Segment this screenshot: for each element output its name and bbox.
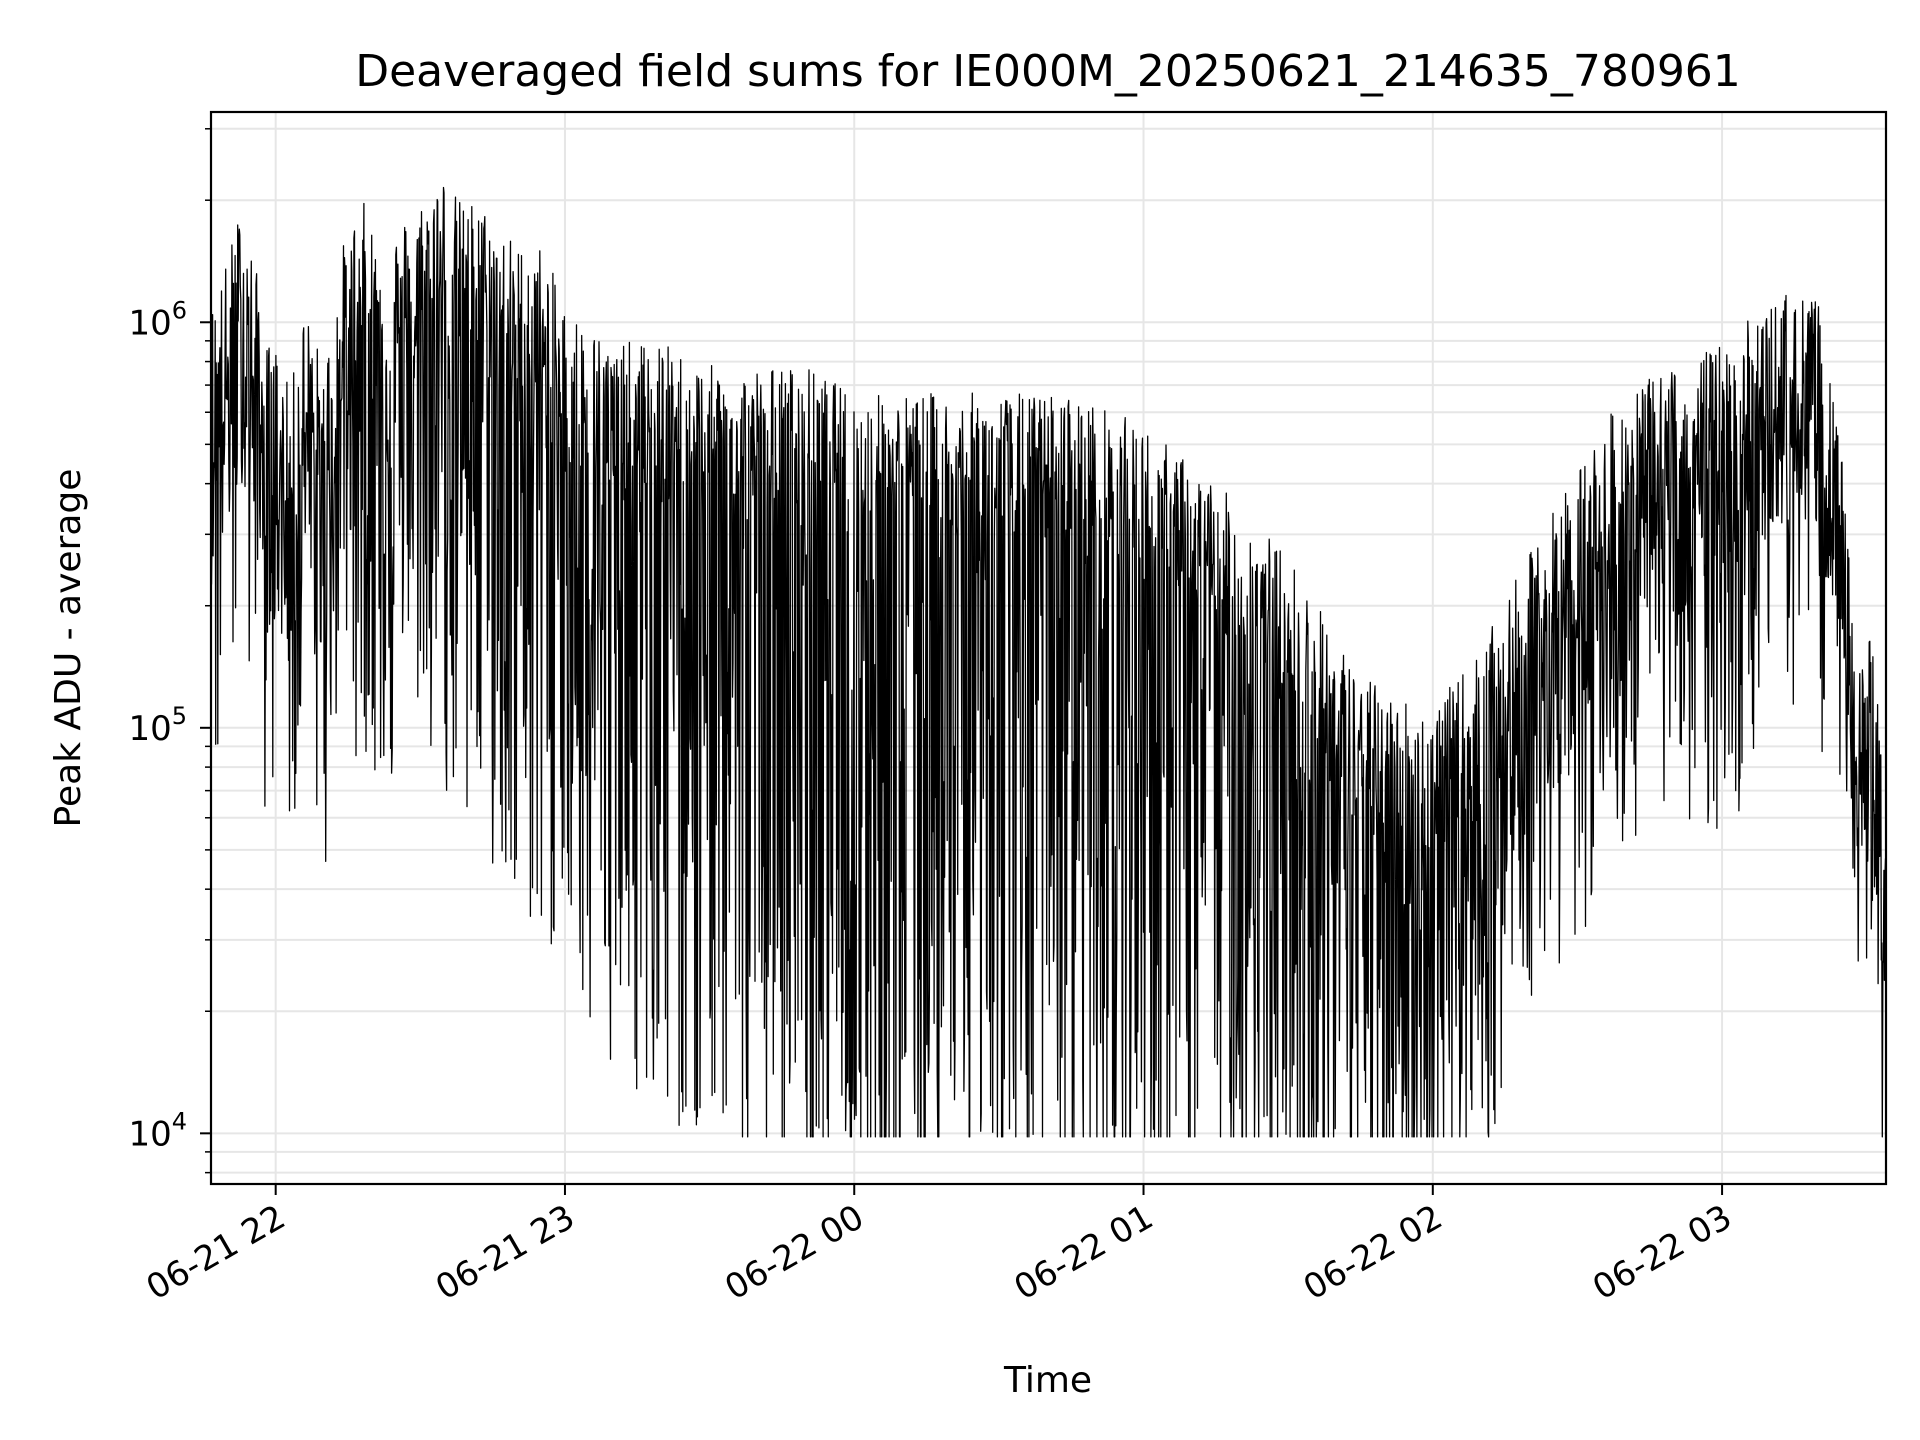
y-axis-label: Peak ADU - average	[48, 469, 89, 828]
series-line	[210, 186, 1887, 1138]
y-tick-label: 106	[128, 296, 187, 343]
y-tick-label: 105	[128, 702, 187, 749]
y-tick-label: 104	[128, 1107, 187, 1154]
plot-frame	[209, 110, 1888, 1186]
x-axis-label: Time	[1003, 1360, 1092, 1401]
chart-title: Deaveraged field sums for IE000M_2025062…	[355, 46, 1741, 97]
